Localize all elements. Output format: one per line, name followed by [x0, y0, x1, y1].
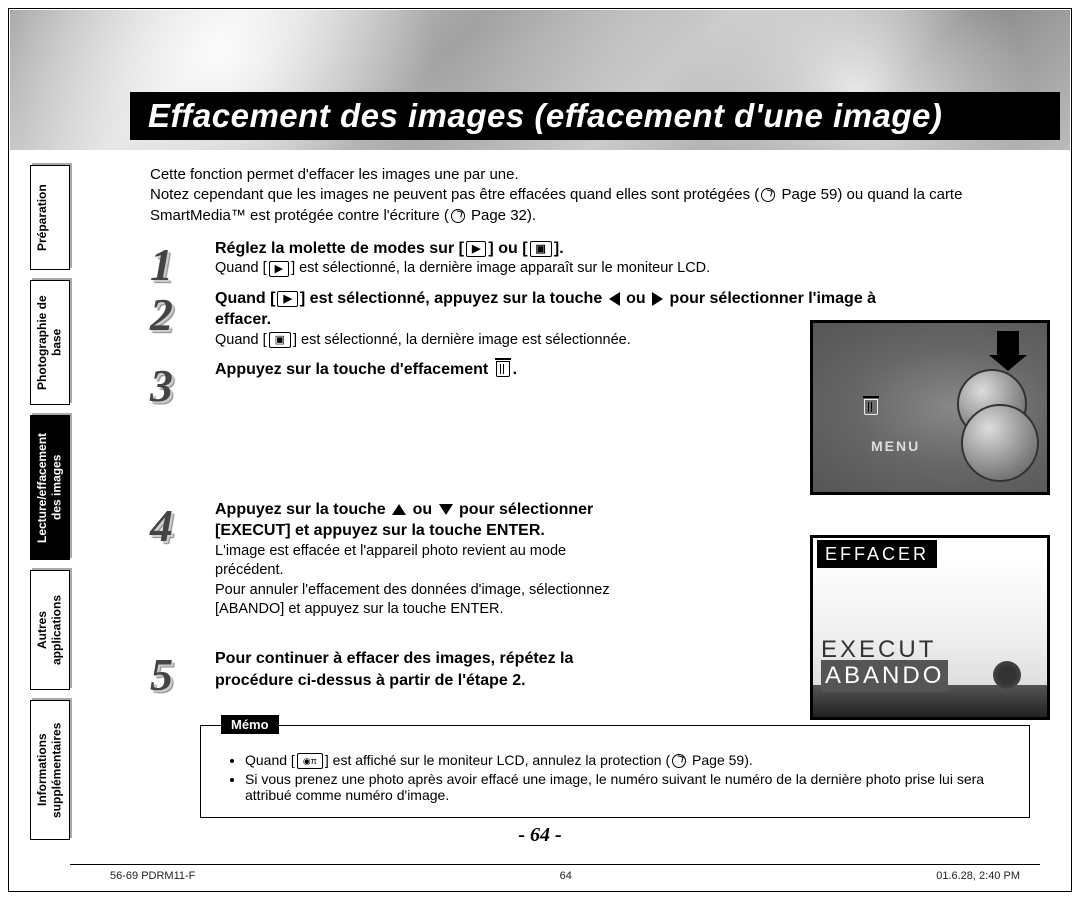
text: ou — [622, 290, 650, 307]
step-number: 5 — [150, 644, 205, 694]
tab-autres-applications: Autres applications — [30, 570, 70, 690]
text: Quand [ — [245, 752, 295, 768]
left-arrow-icon — [609, 292, 620, 306]
text: . — [513, 361, 517, 378]
intro-line: Notez cependant que les images ne peuven… — [150, 186, 759, 203]
text: Quand [ — [215, 332, 267, 348]
figure-camera-buttons: MENU — [810, 320, 1050, 495]
side-tabs: Préparation Photographie de base Lecture… — [30, 165, 70, 840]
text: ] est affiché sur le moniteur LCD, annul… — [325, 752, 670, 768]
intro-line: Page 32). — [467, 207, 536, 224]
memo-item: Quand [◉π] est affiché sur le moniteur L… — [245, 752, 1013, 769]
intro-line: Cette fonction permet d'effacer les imag… — [150, 166, 519, 183]
step-3: 3 Appuyez sur la touche d'effacement . — [150, 359, 770, 401]
footer: 56-69 PDRM11-F 64 01.6.28, 2:40 PM — [110, 864, 1020, 882]
text: Quand [ — [215, 290, 275, 307]
footer-page: 64 — [560, 870, 572, 882]
play-mode-icon: ▶ — [269, 261, 289, 277]
text: ou — [408, 501, 436, 518]
tab-informations: Informations supplémentaires — [30, 700, 70, 840]
text: ] est sélectionné, la dernière image est… — [293, 332, 631, 348]
figure-lcd-screen: EFFACER EXECUT ABANDO — [810, 535, 1050, 720]
footer-timestamp: 01.6.28, 2:40 PM — [936, 870, 1020, 882]
protect-icon: ◉π — [297, 753, 323, 769]
right-arrow-icon — [652, 292, 663, 306]
step-number: 3 — [150, 355, 205, 405]
text: Appuyez sur la touche d'effacement — [215, 361, 493, 378]
ref-icon — [761, 188, 775, 202]
camera-button — [961, 404, 1039, 482]
memo-label: Mémo — [221, 715, 279, 734]
lcd-abando-option: ABANDO — [821, 660, 948, 692]
trash-icon — [496, 361, 510, 377]
step-number: 4 — [150, 495, 205, 545]
step-body: Quand [▶] est sélectionné, la dernière i… — [215, 259, 770, 279]
step-title: Appuyez sur la touche d'effacement . — [215, 359, 770, 381]
lcd-tree — [993, 661, 1021, 689]
footer-doc-id: 56-69 PDRM11-F — [110, 870, 195, 882]
step-5: 5 Pour continuer à effacer des images, r… — [150, 648, 620, 691]
step-title: Pour continuer à effacer des images, rép… — [215, 648, 620, 691]
up-arrow-icon — [392, 504, 406, 515]
step-title: Appuyez sur la touche ou pour sélectionn… — [215, 499, 620, 542]
ref-icon — [672, 754, 686, 768]
text: ] est sélectionné, la dernière image app… — [291, 260, 710, 276]
text: Appuyez sur la touche — [215, 501, 390, 518]
arrow-down-icon — [997, 331, 1019, 357]
main-content: Cette fonction permet d'effacer les imag… — [150, 165, 1050, 699]
text: ] ou [ — [488, 240, 527, 257]
text: Quand [ — [215, 260, 267, 276]
tab-photographie: Photographie de base — [30, 280, 70, 405]
page-number: - 64 - — [0, 824, 1080, 847]
menu-label: MENU — [871, 437, 920, 456]
play-mode-icon: ▶ — [277, 291, 297, 307]
down-arrow-icon — [439, 504, 453, 515]
text: Réglez la molette de modes sur [ — [215, 240, 464, 257]
text: ] est sélectionné, appuyez sur la touche — [300, 290, 607, 307]
trash-icon — [861, 393, 881, 420]
memo-item: Si vous prenez une photo après avoir eff… — [245, 771, 1013, 803]
step-title: Réglez la molette de modes sur [▶] ou [▣… — [215, 238, 770, 260]
text: Page 59). — [688, 752, 753, 768]
intro-text: Cette fonction permet d'effacer les imag… — [150, 165, 1050, 226]
lcd-effacer-label: EFFACER — [817, 540, 937, 568]
step-4: 4 Appuyez sur la touche ou pour sélectio… — [150, 499, 620, 620]
page-title: Effacement des images (effacement d'une … — [130, 92, 1060, 140]
play-mode-icon: ▶ — [466, 241, 486, 257]
step-number: 2 — [150, 284, 205, 334]
step-number: 1 — [150, 234, 205, 284]
step-body: L'image est effacée et l'appareil photo … — [215, 542, 620, 620]
memo-box: Mémo Quand [◉π] est affiché sur le monit… — [200, 725, 1030, 818]
camera-mode-icon: ▣ — [269, 332, 291, 348]
tab-preparation: Préparation — [30, 165, 70, 270]
tab-lecture-effacement: Lecture/effacement des images — [30, 415, 70, 560]
camera-mode-icon: ▣ — [530, 241, 552, 257]
text: ]. — [554, 240, 564, 257]
step-1: 1 Réglez la molette de modes sur [▶] ou … — [150, 238, 770, 280]
ref-icon — [451, 209, 465, 223]
